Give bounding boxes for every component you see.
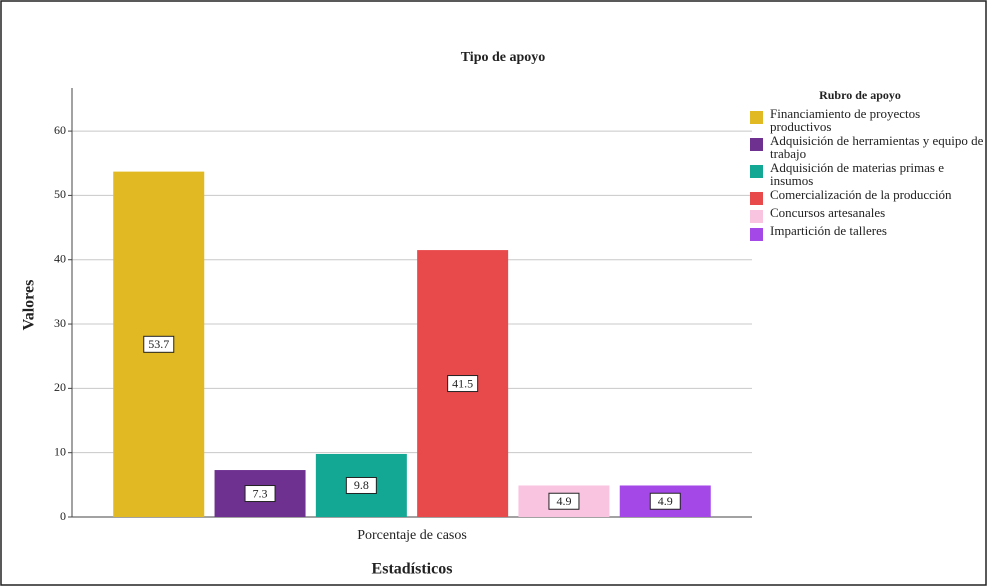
legend-item: Concursos artesanales: [748, 206, 984, 223]
y-tick-label: 60: [54, 123, 66, 137]
value-label-box: [244, 485, 276, 503]
value-label-box: [548, 492, 580, 510]
chart-title: Tipo de apoyo: [461, 50, 546, 65]
value-label: 4.9: [658, 494, 673, 508]
legend-label: Adquisición de herramientas y equipo de …: [770, 133, 984, 161]
value-label: 53.7: [148, 337, 169, 351]
legend-item: Financiamiento de proyectos productivos: [748, 107, 984, 133]
legend-swatch: [750, 228, 763, 241]
legend-item: Comercialización de la producción: [748, 188, 984, 205]
legend-label: Comercialización de la producción: [770, 187, 952, 202]
legend-swatch: [750, 210, 763, 223]
legend-label: Adquisición de materias primas e insumos: [770, 160, 945, 188]
value-label: 7.3: [253, 486, 268, 500]
value-label-box: [345, 476, 377, 494]
value-label: 41.5: [452, 376, 473, 390]
value-label: 4.9: [556, 494, 571, 508]
y-tick-label: 40: [54, 251, 66, 265]
legend: Rubro de apoyo Financiamiento de proyect…: [748, 88, 984, 242]
value-label: 9.8: [354, 478, 369, 492]
y-tick-label: 10: [54, 444, 66, 458]
value-label-box: [649, 492, 681, 510]
legend-swatch: [750, 138, 763, 151]
x-tick-label: Porcentaje de casos: [357, 528, 467, 543]
y-tick-label: 0: [60, 509, 66, 523]
legend-swatch: [750, 111, 763, 124]
legend-item: Adquisición de materias primas e insumos: [748, 161, 984, 187]
legend-swatch: [750, 192, 763, 205]
legend-label: Financiamiento de proyectos productivos: [770, 106, 921, 134]
y-tick-label: 30: [54, 316, 66, 330]
value-label-box: [143, 335, 175, 353]
legend-title: Rubro de apoyo: [819, 88, 901, 102]
y-axis-title: Valores: [21, 280, 38, 331]
legend-label: Impartición de talleres: [770, 223, 887, 238]
legend-item: Adquisición de herramientas y equipo de …: [748, 134, 984, 160]
legend-swatch: [750, 165, 763, 178]
y-tick-label: 50: [54, 187, 66, 201]
legend-item: Impartición de talleres: [748, 224, 984, 241]
y-tick-label: 20: [54, 380, 66, 394]
x-axis-title: Estadísticos: [372, 561, 453, 578]
legend-label: Concursos artesanales: [770, 205, 886, 220]
value-label-box: [447, 375, 479, 393]
